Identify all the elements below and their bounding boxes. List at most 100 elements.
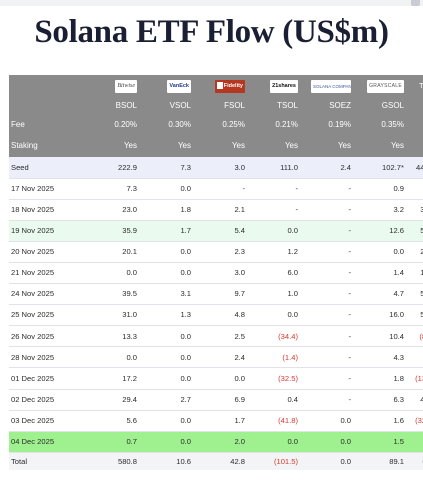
flow-cell: - [249, 178, 302, 200]
flow-cell: 2.0 [195, 431, 249, 453]
ticker-header: TSOL [249, 97, 302, 114]
fee-cell: 0.20% [87, 114, 141, 135]
issuer-cell-solana-company: SOLANA COMPANY [302, 75, 355, 97]
flow-cell: 4.7 [355, 283, 408, 306]
flow-cell: 0.0 [249, 431, 302, 453]
staking-cell: Yes [87, 135, 141, 157]
total-flow-cell: 89.1 [355, 452, 408, 471]
flow-cell: 9.7 [195, 283, 249, 306]
flow-cell: - [302, 220, 355, 242]
flow-cell: - [302, 367, 355, 390]
flow-cell: 2.4 [302, 157, 355, 179]
date-cell: 03 Dec 2025 [9, 410, 87, 432]
flow-cell: 2.3 [195, 241, 249, 263]
flow-cell: 0.9 [355, 178, 408, 200]
flow-cell: 13.3 [87, 325, 141, 348]
flow-cell: 1.2 [249, 241, 302, 263]
staking-cell: Yes [249, 135, 302, 157]
issuer-cell-bitwise: Bitwise [87, 75, 141, 97]
flow-cell: 31.0 [87, 304, 141, 327]
flow-cell: 102.7* [355, 157, 408, 179]
flow-cell: 3.0 [195, 157, 249, 179]
staking-cell: Yes [355, 135, 408, 157]
row-total-cell: 10.4 [408, 262, 423, 285]
grand-total-cell: 622 [408, 452, 423, 471]
flow-cell: 6.9 [195, 389, 249, 411]
flow-cell: 0.0 [302, 410, 355, 432]
flow-cell: 3.1 [141, 283, 195, 306]
fee-cell: 0.19% [302, 114, 355, 135]
flow-cell: 0.0 [141, 178, 195, 200]
etf-flow-table: Bitwise VanEck Fidelity 21shares SOLANA … [9, 75, 423, 471]
date-cell: 24 Nov 2025 [9, 283, 87, 306]
row-total-cell: 55.6 [408, 220, 423, 242]
flow-cell: 10.4 [355, 325, 408, 348]
fee-row: Fee 0.20% 0.30% 0.25% 0.21% 0.19% 0.35% [9, 114, 423, 135]
ticker-header: VSOL [141, 97, 195, 114]
row-total-cell: 30.1 [408, 199, 423, 221]
flow-cell: - [302, 389, 355, 411]
ticker-header: SOEZ [302, 97, 355, 114]
flow-cell: 5.6 [87, 410, 141, 432]
flow-cell: - [302, 325, 355, 348]
ticker-row: BSOL VSOL FSOL TSOL SOEZ GSOL [9, 97, 423, 114]
flow-cell: 4.3 [355, 346, 408, 369]
top-edge-strip [0, 0, 423, 6]
flow-cell: 222.9 [87, 157, 141, 179]
flow-cell: 0.0 [195, 367, 249, 390]
flow-cell: 2.4 [195, 346, 249, 369]
solana-company-logo-icon: SOLANA COMPANY [311, 79, 351, 93]
row-total-cell: (13.5) [408, 367, 423, 390]
flow-cell: 29.4 [87, 389, 141, 411]
flow-cell: 1.7 [141, 220, 195, 242]
flow-cell: 1.8 [355, 367, 408, 390]
staking-cell: Yes [302, 135, 355, 157]
staking-cell: Yes [141, 135, 195, 157]
flow-cell: 4.8 [195, 304, 249, 327]
ticker-corner-cell [9, 97, 87, 114]
flow-cell: - [302, 346, 355, 369]
flow-cell: - [195, 178, 249, 200]
flow-cell: 17.2 [87, 367, 141, 390]
flow-cell: - [302, 241, 355, 263]
flow-cell: 35.9 [87, 220, 141, 242]
fidelity-logo-icon: Fidelity [214, 79, 245, 93]
row-total-cell: 8.2 [408, 178, 423, 200]
flow-cell: 5.4 [195, 220, 249, 242]
row-total-cell: (8.2) [408, 325, 423, 348]
flow-cell: 1.0 [249, 283, 302, 306]
flow-cell: 0.7 [87, 431, 141, 453]
flow-cell: 1.4 [355, 262, 408, 285]
flow-cell: (1.4) [249, 346, 302, 369]
flow-cell: 7.3 [87, 178, 141, 200]
flow-cell: 3.2 [355, 199, 408, 221]
flow-cell: - [302, 262, 355, 285]
row-total-cell: 5.3 [408, 346, 423, 369]
flow-cell: 12.6 [355, 220, 408, 242]
flow-cell: 0.0 [87, 346, 141, 369]
flow-cell: - [302, 178, 355, 200]
flow-cell: (32.5) [249, 367, 302, 390]
total-flow-cell: 10.6 [141, 452, 195, 471]
total-flow-cell: (101.5) [249, 452, 302, 471]
issuer-cell-vaneck: VanEck [141, 75, 195, 97]
flow-cell: - [302, 199, 355, 221]
flow-cell: 3.0 [195, 262, 249, 285]
flow-cell: - [249, 199, 302, 221]
date-cell: 01 Dec 2025 [9, 367, 87, 390]
total-flow-cell: 42.8 [195, 452, 249, 471]
flow-cell: 39.5 [87, 283, 141, 306]
flow-cell: 0.0 [141, 241, 195, 263]
flow-cell: 0.0 [87, 262, 141, 285]
bitwise-logo-icon: Bitwise [115, 79, 137, 93]
staking-total-cell [408, 135, 423, 157]
total-flow-cell: 580.8 [87, 452, 141, 471]
